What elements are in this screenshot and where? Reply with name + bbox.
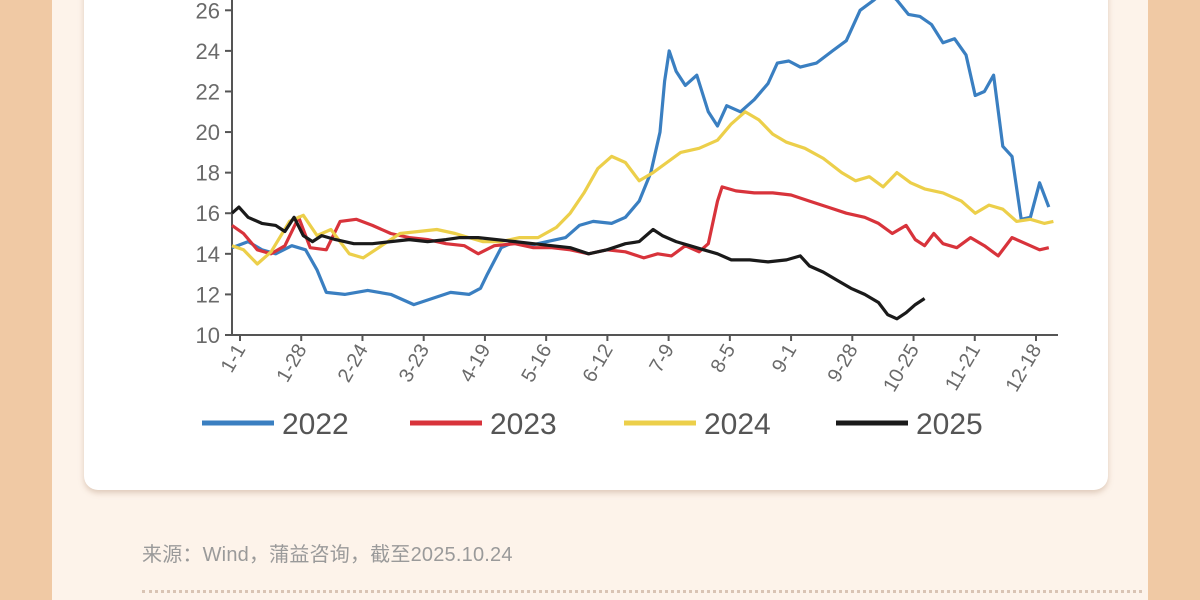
x-tick-label: 1-28: [272, 341, 311, 387]
y-tick-label: 12: [196, 282, 220, 307]
y-tick-label: 18: [196, 161, 220, 186]
chart-legend: 2022 2023 2024 2025: [202, 408, 983, 441]
divider: [142, 590, 1142, 599]
legend-label-2023: 2023: [490, 408, 557, 441]
y-tick-label: 24: [196, 39, 220, 64]
x-tick-label: 2-24: [334, 341, 373, 387]
x-tick-label: 7-9: [645, 341, 679, 377]
x-tick-label: 4-19: [456, 341, 495, 387]
x-tick-label: 8-5: [707, 341, 741, 377]
y-tick-label: 26: [196, 0, 220, 23]
legend-label-2025: 2025: [916, 408, 983, 441]
x-tick-label: 9-28: [824, 341, 863, 387]
x-tick-label: 6-12: [579, 341, 618, 387]
x-tick-label: 1-1: [217, 341, 251, 377]
y-tick-label: 10: [196, 323, 220, 348]
chart-card: 10 12 14 16 18 20 22 24 26 1-1 1-28 2-24 3-23 4-19 5-1…: [84, 0, 1108, 490]
series-line-2022: [231, 0, 1051, 307]
y-tick-label: 16: [196, 201, 220, 226]
x-tick-label: 9-1: [768, 341, 802, 377]
x-tick-label: 11-21: [941, 341, 985, 395]
source-note: 来源：Wind，蒲益咨询，截至2025.10.24: [142, 544, 513, 566]
x-tick-label: 5-16: [517, 341, 556, 387]
legend-label-2022: 2022: [282, 408, 349, 441]
y-tick-label: 20: [196, 120, 220, 145]
y-tick-label: 14: [196, 242, 220, 267]
y-tick-label: 22: [196, 79, 220, 104]
series-line-2025: [230, 205, 926, 321]
legend-label-2024: 2024: [704, 408, 771, 441]
series-layer: [230, 0, 1054, 321]
chart-axes: 10 12 14 16 18 20 22 24 26 1-1 1-28 2-24 3-23 4-19 5-1…: [196, 0, 1058, 396]
article-page: 10 12 14 16 18 20 22 24 26 1-1 1-28 2-24 3-23 4-19 5-1…: [52, 0, 1148, 600]
series-line-2023: [231, 185, 1050, 260]
x-tick-label: 3-23: [395, 341, 434, 387]
x-tick-label: 10-25: [879, 341, 924, 396]
series-line-2024: [231, 110, 1054, 266]
x-tick-label: 12-18: [1002, 341, 1047, 396]
